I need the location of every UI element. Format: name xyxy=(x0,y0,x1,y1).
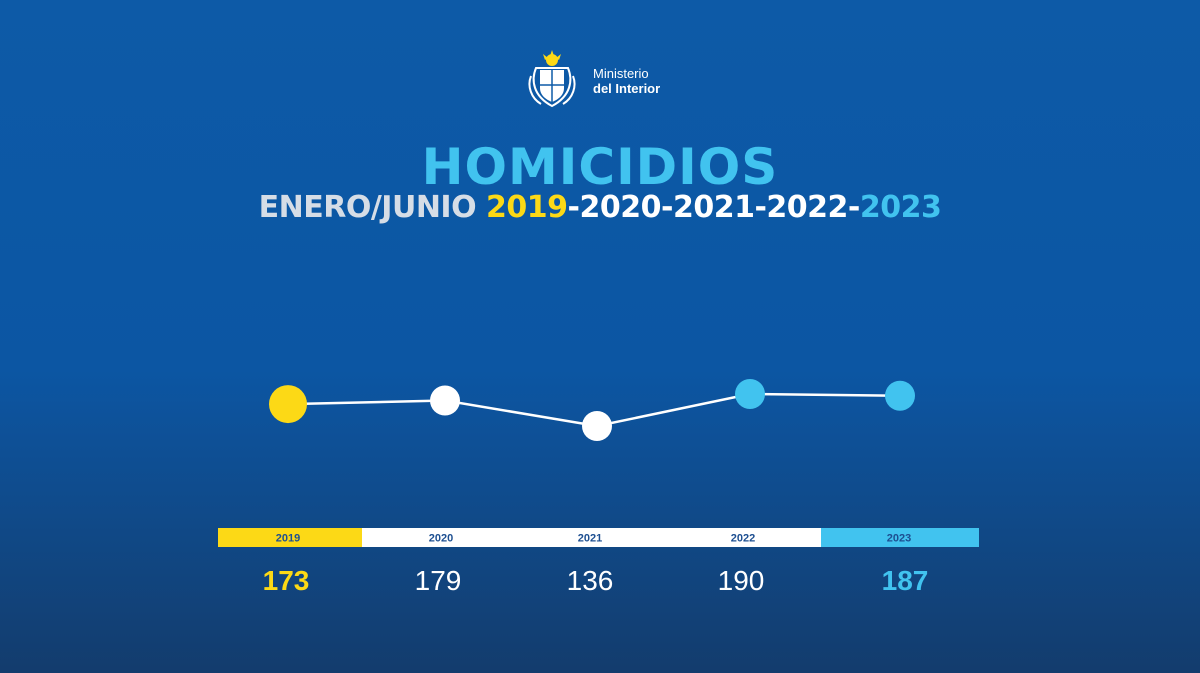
data-point-2023 xyxy=(885,380,915,411)
year-band-2020 xyxy=(362,528,515,547)
subtitle-part-1: 2019 xyxy=(486,190,568,225)
subtitle-part-0: ENERO/JUNIO xyxy=(258,190,487,225)
chart-title: HOMICIDIOS xyxy=(421,138,779,196)
logo-line-ministerio: Ministerio xyxy=(593,66,649,81)
year-band-2023 xyxy=(821,528,979,547)
value-label-2022: 190 xyxy=(718,565,765,596)
year-label-2023: 2023 xyxy=(887,533,911,545)
value-label-2019: 173 xyxy=(263,565,310,596)
chart-subtitle: ENERO/JUNIO 2019-2020-2021-2022-2023 xyxy=(0,190,1200,225)
year-band-2019 xyxy=(218,528,362,547)
subtitle-part-2: -2020-2021-2022- xyxy=(567,190,861,225)
year-label-2020: 2020 xyxy=(429,533,453,545)
subtitle-part-3: 2023 xyxy=(859,190,942,225)
data-point-2021 xyxy=(582,411,612,441)
data-point-2022 xyxy=(735,379,765,409)
year-label-2021: 2021 xyxy=(578,533,602,545)
ministerio-logo: Ministerio del Interior xyxy=(527,50,687,110)
value-label-2020: 179 xyxy=(415,565,462,596)
data-point-2020 xyxy=(430,385,460,416)
year-band-2022 xyxy=(667,528,821,547)
year-label-2022: 2022 xyxy=(731,533,755,545)
year-label-2019: 2019 xyxy=(276,533,300,545)
year-band-2021 xyxy=(515,528,667,547)
value-label-2021: 136 xyxy=(567,565,614,596)
coat-of-arms-icon xyxy=(528,50,576,108)
logo-line-interior: del Interior xyxy=(593,81,661,96)
data-point-2019 xyxy=(269,385,307,424)
value-label-2023: 187 xyxy=(882,565,929,596)
